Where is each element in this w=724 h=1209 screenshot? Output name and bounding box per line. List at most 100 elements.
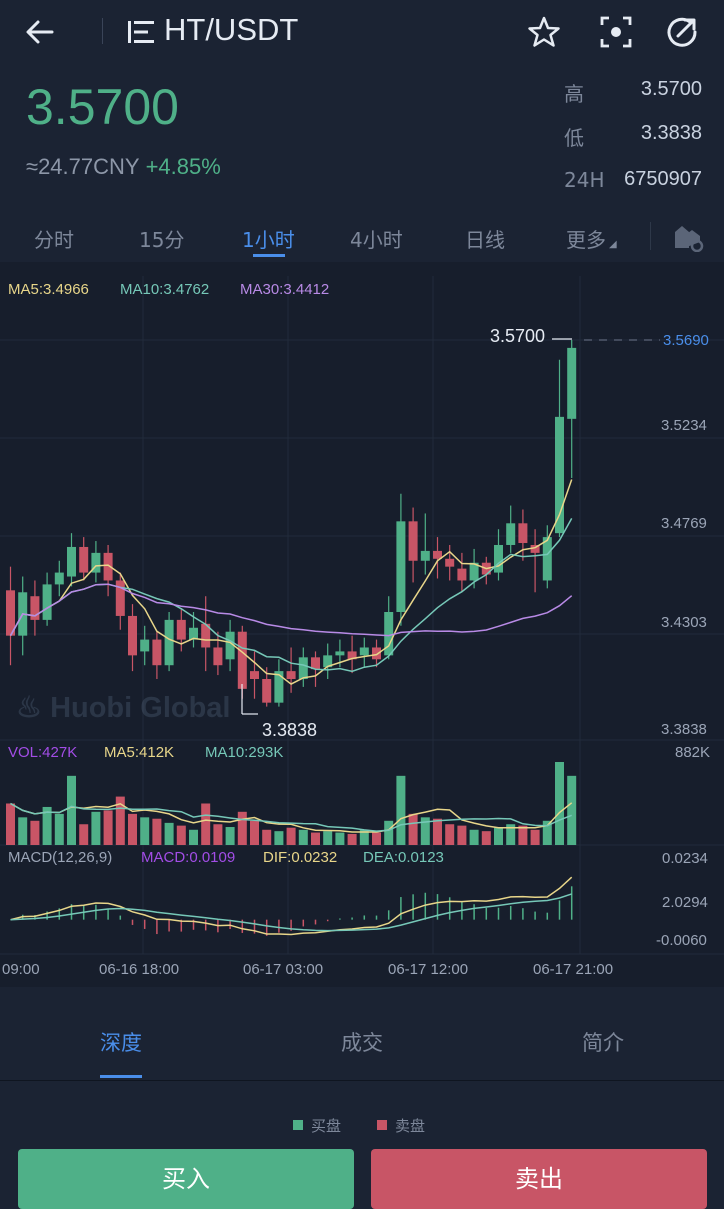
candle-body [518, 523, 528, 544]
back-arrow-icon[interactable] [22, 14, 58, 50]
volume-bar [359, 829, 369, 845]
volume-bar [54, 813, 64, 845]
candle-body [396, 521, 406, 612]
chart-settings-icon[interactable] [672, 222, 706, 252]
tab-day[interactable]: 日线 [465, 228, 505, 252]
candle-body [152, 639, 162, 666]
tab-more-label: 更多 [566, 228, 606, 252]
volume-bar [250, 820, 259, 845]
macd-axis-label: -0.0060 [656, 932, 707, 949]
volume-bar [67, 775, 76, 845]
vol-ma5-indicator: MA5:412K [104, 744, 175, 761]
volume-bar [494, 827, 503, 845]
candle-body [359, 647, 369, 656]
buy-swatch [293, 1120, 303, 1130]
bottom-panel: 深度 成交 简介 买盘 卖盘 买入 卖出 [0, 987, 724, 1209]
candle-body [140, 639, 150, 652]
cny-value: ≈24.77CNY [26, 154, 140, 179]
candle-body [372, 647, 381, 660]
scan-icon[interactable] [598, 14, 634, 50]
volume-bar [274, 831, 284, 845]
tab-1hour[interactable]: 1小时 [242, 228, 295, 252]
current-price-tag: 3.5690 [663, 332, 709, 349]
candle-body [286, 671, 296, 680]
interval-tab-underline [253, 254, 285, 257]
time-label: 06-16 18:00 [99, 961, 180, 978]
volume-bar [372, 832, 381, 845]
price-axis-label: 3.3838 [661, 721, 707, 738]
buy-legend-label: 买盘 [311, 1117, 342, 1135]
volume-bar [103, 810, 113, 845]
time-label: 06-17 12:00 [388, 961, 469, 978]
min-price-label: 3.3838 [262, 720, 318, 740]
volume-bar [152, 818, 162, 845]
volume-value: 6750907 [624, 168, 702, 190]
header-divider [102, 18, 103, 44]
candle-body [42, 584, 52, 620]
candle-body [250, 671, 259, 680]
volume-bar [91, 811, 101, 845]
vol-axis-max: 882K [675, 744, 711, 761]
candle-body [67, 546, 76, 577]
ma5-indicator: MA5:3.4966 [8, 281, 89, 298]
ma10-indicator: MA10:3.4762 [120, 281, 210, 298]
vol-ma10-indicator: MA10:293K [205, 744, 284, 761]
candle-body [323, 655, 333, 668]
star-icon[interactable] [526, 14, 562, 50]
triangle-down-icon: ◢ [609, 239, 617, 250]
sell-button[interactable]: 卖出 [371, 1149, 707, 1209]
time-label: 06-17 03:00 [243, 961, 324, 978]
volume-bar [384, 820, 394, 845]
candle-body [237, 631, 247, 689]
tab-more[interactable]: 更多 ◢ [566, 224, 617, 253]
tab-4hour[interactable]: 4小时 [350, 228, 403, 252]
dea-value: DEA:0.0123 [363, 849, 444, 866]
volume-bar [396, 775, 406, 845]
volume-bar [237, 811, 247, 845]
candle-body [213, 647, 223, 666]
tab-15min[interactable]: 15分 [139, 228, 185, 252]
tab-time[interactable]: 分时 [34, 228, 74, 252]
sell-swatch [377, 1120, 387, 1130]
candle-body [347, 651, 357, 660]
ma30-line [9, 583, 573, 637]
volume-bar [213, 824, 223, 845]
candle-body [469, 562, 479, 581]
volume-bar [225, 827, 235, 845]
tab-info[interactable]: 简介 [582, 1031, 624, 1055]
candle-body [420, 550, 430, 561]
volume-label: 24H [564, 168, 605, 192]
candle-body [115, 580, 125, 616]
volume-bar [420, 817, 430, 845]
candle-body [103, 552, 113, 581]
candle-body [408, 521, 418, 561]
share-icon[interactable] [664, 14, 700, 50]
volume-bar [201, 803, 211, 845]
kline-svg [0, 276, 724, 955]
detail-tab-underline [100, 1075, 142, 1078]
candle-body [176, 619, 186, 640]
candle-body [30, 596, 40, 620]
macd-value: MACD:0.0109 [141, 849, 236, 866]
pair-menu-icon[interactable] [126, 18, 156, 46]
cny-price: ≈24.77CNY +4.85% [26, 154, 221, 180]
volume-ma10-line [10, 802, 572, 832]
candle-body [457, 568, 467, 581]
pair-title[interactable]: HT/USDT [164, 12, 299, 47]
volume-bar [298, 829, 308, 845]
kline-chart[interactable]: MA5:3.4966 MA10:3.4762 MA30:3.4412 3.570… [0, 262, 724, 987]
candle-body [274, 671, 284, 703]
volume-bar [176, 825, 186, 845]
tab-depth[interactable]: 深度 [100, 1031, 142, 1055]
candle-body [262, 679, 272, 703]
price-axis-label: 3.4769 [661, 515, 707, 532]
volume-bar [530, 829, 540, 845]
tab-trades[interactable]: 成交 [341, 1031, 383, 1055]
dif-value: DIF:0.0232 [263, 849, 338, 866]
candle-body [201, 623, 211, 648]
volume-bar [555, 762, 564, 845]
buy-button[interactable]: 买入 [18, 1149, 354, 1209]
buy-legend: 买盘 [293, 1115, 341, 1136]
volume-bar [433, 818, 442, 845]
candle-body [298, 657, 308, 680]
